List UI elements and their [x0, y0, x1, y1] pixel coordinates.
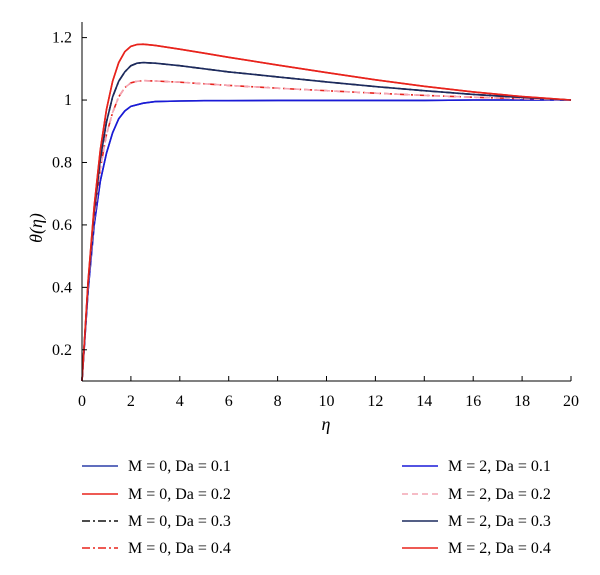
legend-label-4: M = 0, Da = 0.4 [128, 540, 231, 557]
x-tick-label: 4 [176, 393, 184, 410]
y-tick-label: 1 [64, 92, 72, 109]
y-tick-label: 0.8 [52, 154, 72, 171]
tick-labels: 0 2 4 6 8 10 12 14 16 18 20 0.2 0.4 0.6 0.8 1 1.2 [52, 30, 579, 410]
series-line-4 [81, 79, 572, 382]
x-tick-label: 10 [319, 393, 335, 410]
x-tick-label: 0 [78, 393, 86, 410]
series-line-1 [81, 99, 571, 382]
x-tick-label: 2 [127, 393, 135, 410]
x-axis-label: η [322, 414, 331, 434]
series-line-7 [81, 61, 572, 382]
legend-label-7: M = 2, Da = 0.3 [448, 513, 551, 530]
plot-area [81, 43, 572, 382]
axes [81, 22, 572, 382]
x-tick-label: 6 [225, 393, 233, 410]
legend-label-8: M = 2, Da = 0.4 [448, 540, 551, 557]
legend: M = 0, Da = 0.1 M = 0, Da = 0.2 M = 0, Da … [82, 458, 551, 557]
series-line-5 [81, 99, 571, 382]
y-tick-label: 1.2 [52, 30, 72, 47]
x-tick-label: 18 [514, 393, 530, 410]
legend-label-2: M = 0, Da = 0.2 [128, 486, 231, 503]
legend-label-1: M = 0, Da = 0.1 [128, 458, 231, 475]
x-tick-label: 12 [367, 393, 383, 410]
legend-label-3: M = 0, Da = 0.3 [128, 513, 231, 530]
series-line-6 [81, 79, 572, 382]
series-line-3 [81, 61, 572, 382]
legend-label-6: M = 2, Da = 0.2 [448, 486, 551, 503]
y-axis-label: θ(η) [26, 213, 47, 243]
legend-label-5: M = 2, Da = 0.1 [448, 458, 551, 475]
x-tick-label: 8 [274, 393, 282, 410]
y-tick-label: 0.4 [52, 279, 72, 296]
x-tick-label: 16 [465, 393, 481, 410]
x-tick-label: 14 [416, 393, 432, 410]
series-line-8 [81, 43, 572, 382]
y-tick-label: 0.6 [52, 217, 72, 234]
y-tick-label: 0.2 [52, 342, 72, 359]
x-tick-label: 20 [563, 393, 579, 410]
